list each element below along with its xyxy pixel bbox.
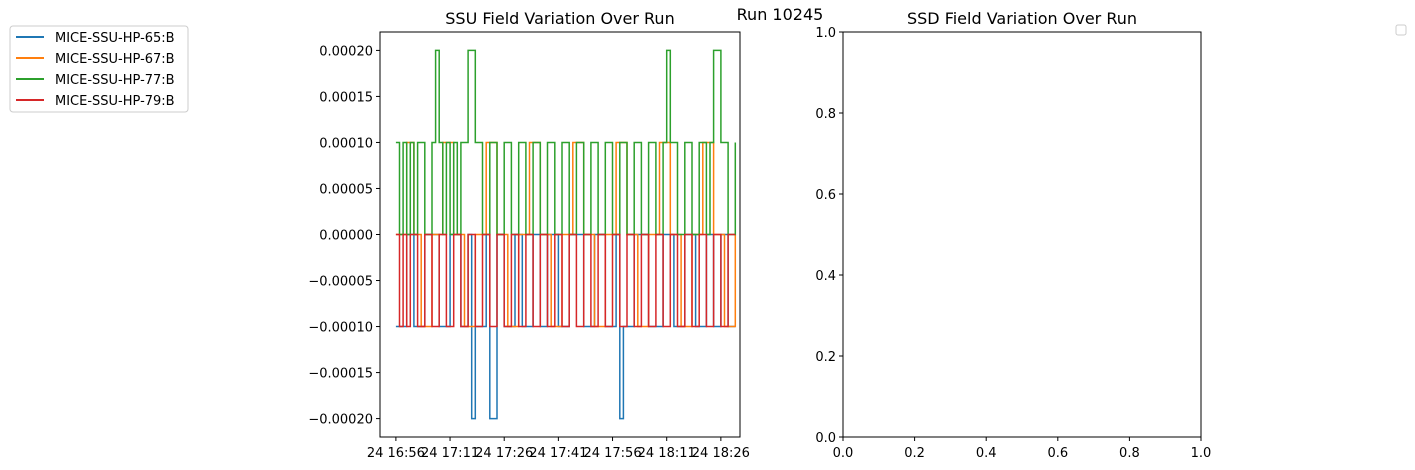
ssd-x-tick-label: 0.8 xyxy=(1119,446,1140,461)
ssd-y-tick-label: 0.6 xyxy=(815,188,836,203)
ssd-x-tick-label: 0.0 xyxy=(833,446,854,461)
legend-ssu: MICE-SSU-HP-65:B MICE-SSU-HP-67:B MICE-SSU… xyxy=(9,25,189,113)
ssd-plot-frame xyxy=(842,31,1202,438)
ssd-x-tick-label: 0.4 xyxy=(976,446,997,461)
ssu-series-line-3 xyxy=(395,49,737,236)
legend-label: MICE-SSU-HP-79:B xyxy=(55,94,175,109)
ssu-y-tick-label: 0.00005 xyxy=(319,182,373,197)
ssu-x-tick-label: 24 17:56 xyxy=(583,446,641,461)
ssu-x-tick-label: 24 17:26 xyxy=(475,446,533,461)
ssu-series-line-4 xyxy=(395,233,736,328)
ssu-y-tick-label: −0.00005 xyxy=(308,275,373,290)
ssu-y-tick-label: −0.00015 xyxy=(308,367,373,382)
legend-ssd-frame xyxy=(1395,24,1407,36)
ssu-y-tick-label: −0.00020 xyxy=(308,413,373,428)
ssd-y-tick-label: 0.8 xyxy=(815,107,836,122)
ssu-y-tick-label: 0.00015 xyxy=(319,90,373,105)
ssu-y-tick-label: 0.00000 xyxy=(319,229,373,244)
legend-label: MICE-SSU-HP-65:B xyxy=(55,31,175,46)
legend-ssd xyxy=(1395,24,1407,36)
ssu-y-tick-label: 0.00010 xyxy=(319,136,373,151)
ssu-x-tick-label: 24 16:56 xyxy=(367,446,425,461)
ssu-x-tick-label: 24 17:41 xyxy=(529,446,587,461)
legend-ssu-frame xyxy=(9,25,189,113)
ssd-x-tick-label: 1.0 xyxy=(1191,446,1212,461)
figure-suptitle: Run 10245 xyxy=(737,5,824,24)
legend-label: MICE-SSU-HP-67:B xyxy=(55,52,175,67)
legend-ssu-entries: MICE-SSU-HP-65:B MICE-SSU-HP-67:B MICE-SSU… xyxy=(16,31,175,109)
ssd-title: SSD Field Variation Over Run xyxy=(907,9,1137,28)
ssd-y-tick-label: 0.2 xyxy=(815,350,836,365)
ssd-x-tick-label: 0.2 xyxy=(904,446,925,461)
ssd-y-tick-label: 0.4 xyxy=(815,269,836,284)
ssd-y-tick-label: 0.0 xyxy=(815,431,836,446)
ssd-y-tick-label: 1.0 xyxy=(815,26,836,41)
ssu-x-tick-label: 24 17:11 xyxy=(421,446,479,461)
ssu-title: SSU Field Variation Over Run xyxy=(445,9,674,28)
legend-label: MICE-SSU-HP-77:B xyxy=(55,73,175,88)
ssu-axes: SSU Field Variation Over Run 0.00020 0.00… xyxy=(308,9,750,461)
ssd-axes: SSD Field Variation Over Run 0.0 0.2 0.4 0.… xyxy=(815,9,1211,461)
ssu-x-tick-label: 24 18:11 xyxy=(638,446,696,461)
ssu-y-tick-label: −0.00010 xyxy=(308,321,373,336)
ssu-y-tick-label: 0.00020 xyxy=(319,44,373,59)
ssu-x-tick-label: 24 18:26 xyxy=(692,446,750,461)
ssd-x-tick-label: 0.6 xyxy=(1047,446,1068,461)
